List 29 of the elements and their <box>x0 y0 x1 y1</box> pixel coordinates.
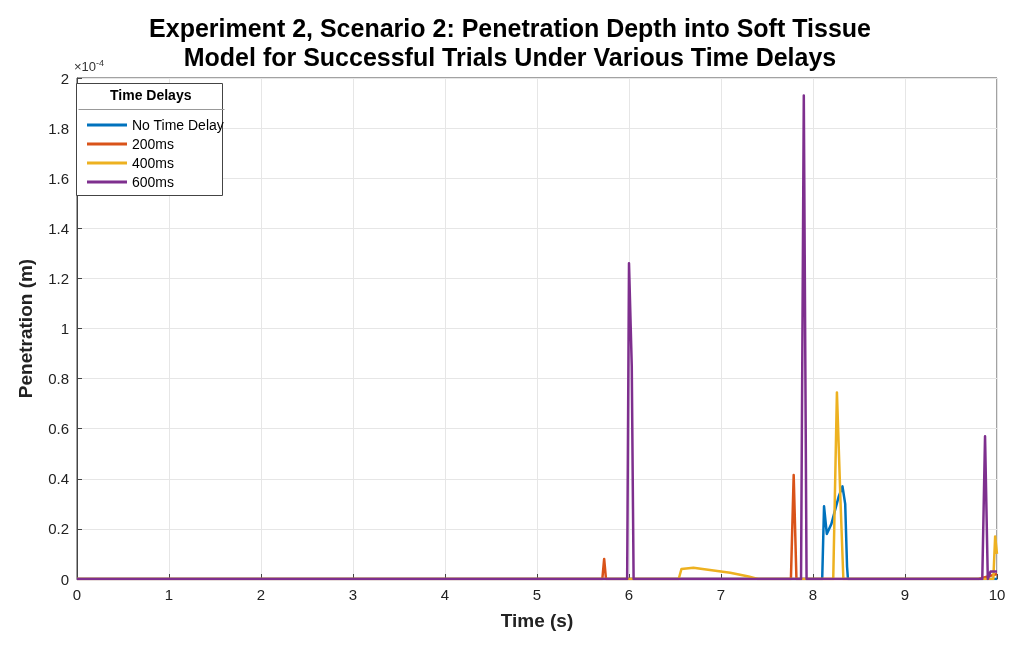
x-tick-label: 5 <box>532 586 542 603</box>
x-tick-label: 10 <box>988 586 1006 603</box>
x-tick-label: 8 <box>808 586 818 603</box>
x-axis-title: Time (s) <box>500 610 574 631</box>
y-tick-label: 1.4 <box>48 219 69 237</box>
y-tick-label: 1 <box>60 320 69 337</box>
x-tick-label: 9 <box>900 586 910 603</box>
y-tick-label: 1.8 <box>48 119 69 137</box>
y-tick-label: 0.6 <box>48 420 69 438</box>
y-tick-label: 1.2 <box>48 269 69 287</box>
legend-label: 600ms <box>132 174 175 190</box>
y-tick-label: 0.2 <box>48 520 69 538</box>
x-tick-label: 2 <box>256 586 266 603</box>
y-tick-label: 0 <box>60 570 69 588</box>
legend-label: 400ms <box>132 155 175 171</box>
x-tick-label: 3 <box>348 586 358 603</box>
legend-title: Time Delays <box>110 87 192 103</box>
chart-title: Experiment 2, Scenario 2: Penetration Depth into Soft Tissue Model for Successful Trials Under Various Time Delays <box>149 13 872 71</box>
y-axis-title: Penetration (m) <box>15 258 36 399</box>
legend-label: 200ms <box>132 136 175 152</box>
x-tick-label: 0 <box>72 586 82 603</box>
y-tick-label: 2 <box>60 69 69 87</box>
y-tick-label: 0.8 <box>48 370 69 388</box>
x-tick-label: 6 <box>624 586 634 603</box>
x-tick-label: 1 <box>164 586 174 603</box>
y-tick-label: 1.6 <box>48 169 69 187</box>
y-tick-label: 0.4 <box>48 470 69 488</box>
x-tick-label: 4 <box>440 586 450 603</box>
x-tick-label: 7 <box>716 586 726 603</box>
